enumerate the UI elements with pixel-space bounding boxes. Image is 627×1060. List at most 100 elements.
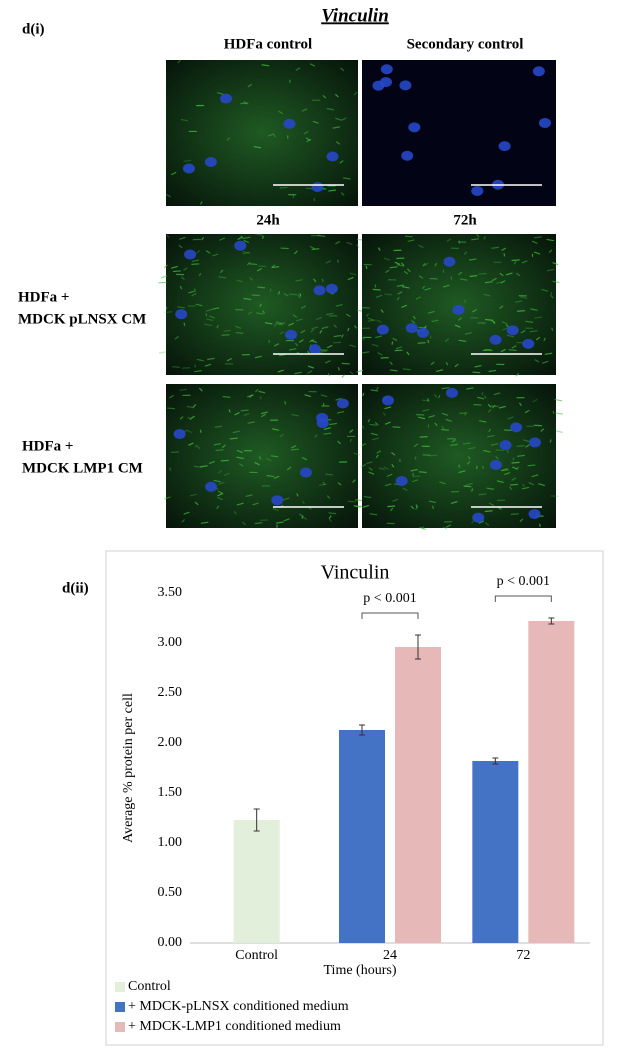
filament xyxy=(304,394,312,398)
filament xyxy=(300,305,307,309)
filament xyxy=(496,480,504,483)
nucleus xyxy=(522,338,535,349)
filament xyxy=(446,238,452,242)
filament xyxy=(531,240,538,245)
filament xyxy=(412,472,415,477)
filament xyxy=(469,274,478,278)
filament xyxy=(402,286,410,289)
filament xyxy=(311,326,319,330)
filament xyxy=(407,239,415,243)
filament xyxy=(525,320,534,323)
filament xyxy=(546,238,555,242)
filament xyxy=(266,457,272,462)
filament xyxy=(307,370,313,374)
filament xyxy=(511,461,520,464)
filament xyxy=(468,446,476,450)
filament xyxy=(206,318,214,322)
column-header: 24h xyxy=(256,212,280,228)
filament xyxy=(259,303,262,308)
filament xyxy=(321,326,329,330)
legend-swatch xyxy=(115,982,125,992)
filament xyxy=(510,513,519,515)
filament xyxy=(324,360,331,364)
filament xyxy=(419,526,426,530)
filament xyxy=(214,425,223,428)
filament xyxy=(555,430,563,433)
filament xyxy=(484,348,493,352)
filament xyxy=(396,296,400,301)
filament xyxy=(196,358,204,362)
filament xyxy=(283,293,289,297)
filament xyxy=(205,308,213,312)
filament xyxy=(457,317,463,321)
filament xyxy=(484,522,490,526)
filament xyxy=(243,239,249,244)
filament xyxy=(534,359,540,363)
nucleus xyxy=(175,309,188,320)
filament xyxy=(546,268,555,272)
filament xyxy=(386,473,393,478)
nucleus xyxy=(510,422,523,433)
nucleus xyxy=(471,185,484,196)
filament xyxy=(529,330,538,333)
filament xyxy=(217,469,223,474)
filament xyxy=(419,435,428,438)
y-axis-label: Average % protein per cell xyxy=(121,693,136,843)
filament xyxy=(410,468,418,472)
figure-title: Vinculin xyxy=(321,5,389,26)
filament xyxy=(282,497,290,501)
filament xyxy=(394,261,401,265)
filament xyxy=(487,408,492,413)
filament xyxy=(238,463,244,467)
filament xyxy=(256,312,264,315)
filament xyxy=(213,443,222,446)
filament xyxy=(515,272,521,277)
panel-label: d(i) xyxy=(22,21,45,37)
filament xyxy=(213,479,221,483)
filament xyxy=(271,266,280,269)
filament xyxy=(319,483,327,487)
filament xyxy=(169,394,174,399)
filament xyxy=(216,91,224,95)
filament xyxy=(511,345,517,349)
nucleus xyxy=(204,156,217,167)
filament xyxy=(196,250,201,254)
filament xyxy=(299,293,302,297)
filament xyxy=(325,312,334,316)
filament xyxy=(377,247,381,251)
nucleus xyxy=(316,412,329,423)
filament xyxy=(445,524,452,528)
filament xyxy=(369,513,378,516)
filament xyxy=(427,310,435,314)
nucleus xyxy=(382,395,395,406)
filament xyxy=(444,338,450,343)
filament xyxy=(431,505,435,510)
filament xyxy=(179,416,184,420)
filament xyxy=(463,299,467,303)
filament xyxy=(191,292,197,297)
filament xyxy=(307,365,315,369)
filament xyxy=(483,449,491,453)
filament xyxy=(384,421,391,425)
filament xyxy=(198,272,202,277)
filament xyxy=(186,429,193,434)
filament xyxy=(438,394,441,399)
filament xyxy=(323,432,332,435)
filament xyxy=(295,279,303,282)
micrograph xyxy=(166,60,358,206)
filament xyxy=(298,339,304,343)
filament xyxy=(334,93,339,98)
filament xyxy=(411,320,416,324)
filament xyxy=(370,389,379,392)
filament xyxy=(181,518,186,523)
filament xyxy=(190,415,195,420)
filament xyxy=(464,332,472,335)
filament xyxy=(371,343,379,347)
filament xyxy=(369,423,378,426)
filament xyxy=(187,416,192,421)
filament xyxy=(345,313,351,318)
filament xyxy=(520,329,526,334)
filament xyxy=(195,303,203,307)
filament xyxy=(490,443,499,446)
filament xyxy=(158,351,167,354)
